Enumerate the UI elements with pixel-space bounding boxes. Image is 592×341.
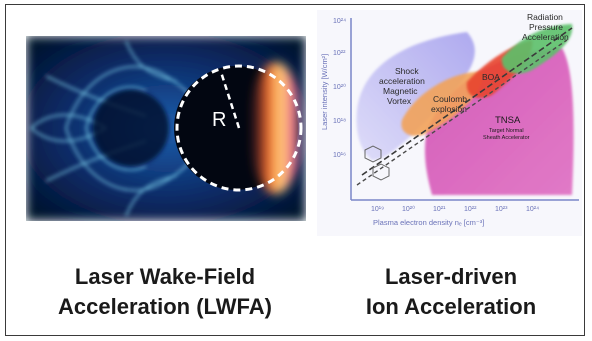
y-tick-label: 10¹⁶ xyxy=(333,152,346,159)
radiation-label-line: Radiation xyxy=(527,12,563,22)
rpa-region xyxy=(501,24,573,74)
tnsa-sub-line: Target Normal xyxy=(489,128,524,134)
x-tick-label: 10²³ xyxy=(495,206,508,213)
x-tick-label: 10²² xyxy=(464,206,477,213)
y-tick-label: 10²² xyxy=(333,50,346,57)
lwfa-image: R xyxy=(26,36,306,221)
radiation-label-line: Pressure xyxy=(529,22,563,32)
lwfa-caption: Laser Wake-Field Acceleration (LWFA) xyxy=(30,262,300,322)
y-axis-label: Laser intensity [W/cm²] xyxy=(320,54,329,130)
regime-map: 10¹⁶ 10¹⁸ 10²⁰ 10²² 10²⁴ Laser intensity… xyxy=(317,10,582,236)
shock-label-line: Vortex xyxy=(387,96,412,106)
radiation-label-line: Acceleration xyxy=(522,32,569,42)
coulomb-region xyxy=(401,71,483,136)
shock-label: Shock acceleration Magnetic Vortex xyxy=(379,66,425,106)
shock-region xyxy=(356,32,475,160)
radiation-label: Radiation Pressure Acceleration xyxy=(522,12,569,42)
tnsa-label: TNSA xyxy=(495,115,521,126)
tnsa-sub-label: Target Normal Sheath Accelerator xyxy=(483,128,530,141)
coulomb-label: Coulomb explosion xyxy=(431,94,467,114)
threshold-line-upper xyxy=(361,27,573,176)
ion-caption: Laser-driven Ion Acceleration xyxy=(316,262,586,322)
laser-pulse xyxy=(250,62,302,194)
lwfa-caption-line1: Laser Wake-Field xyxy=(74,264,256,289)
coulomb-label-line: Coulomb xyxy=(433,94,467,104)
y-tick-label: 10¹⁸ xyxy=(333,118,346,125)
x-tick-label: 10²⁰ xyxy=(402,205,415,213)
ion-caption-line2: Ion Acceleration xyxy=(365,294,537,319)
threshold-line-lower xyxy=(356,39,568,186)
shock-label-line: Shock xyxy=(395,66,419,76)
boa-label: BOA xyxy=(482,72,500,82)
ion-acceleration-diagram: 10¹⁶ 10¹⁸ 10²⁰ 10²² 10²⁴ Laser intensity… xyxy=(317,10,582,236)
lwfa-caption-line2: Acceleration (LWFA) xyxy=(58,294,272,319)
shock-label-line: Magnetic xyxy=(383,86,418,96)
x-tick-label: 10¹⁹ xyxy=(371,206,384,213)
y-tick-label: 10²⁰ xyxy=(333,83,346,91)
trailing-bubble xyxy=(93,90,169,166)
lwfa-simulation-graphic: R xyxy=(26,36,306,221)
x-tick-label: 10²⁴ xyxy=(526,206,539,213)
y-tick-labels: 10¹⁶ 10¹⁸ 10²⁰ 10²² 10²⁴ xyxy=(333,18,346,159)
coulomb-label-line: explosion xyxy=(431,104,467,114)
bubble-outline xyxy=(175,64,303,192)
radius-label: R xyxy=(212,109,226,131)
tnsa-sub-line: Sheath Accelerator xyxy=(483,135,530,141)
x-axis-label: Plasma electron density nₑ [cm⁻³] xyxy=(373,218,484,227)
x-tick-label: 10²¹ xyxy=(433,206,446,213)
x-tick-labels: 10¹⁹ 10²⁰ 10²¹ 10²² 10²³ 10²⁴ xyxy=(371,205,539,213)
shock-label-line: acceleration xyxy=(379,76,425,86)
regime-marker-2 xyxy=(372,163,390,181)
ion-caption-line1: Laser-driven xyxy=(384,264,518,289)
regime-marker-1 xyxy=(364,145,382,163)
y-tick-label: 10²⁴ xyxy=(333,18,346,25)
